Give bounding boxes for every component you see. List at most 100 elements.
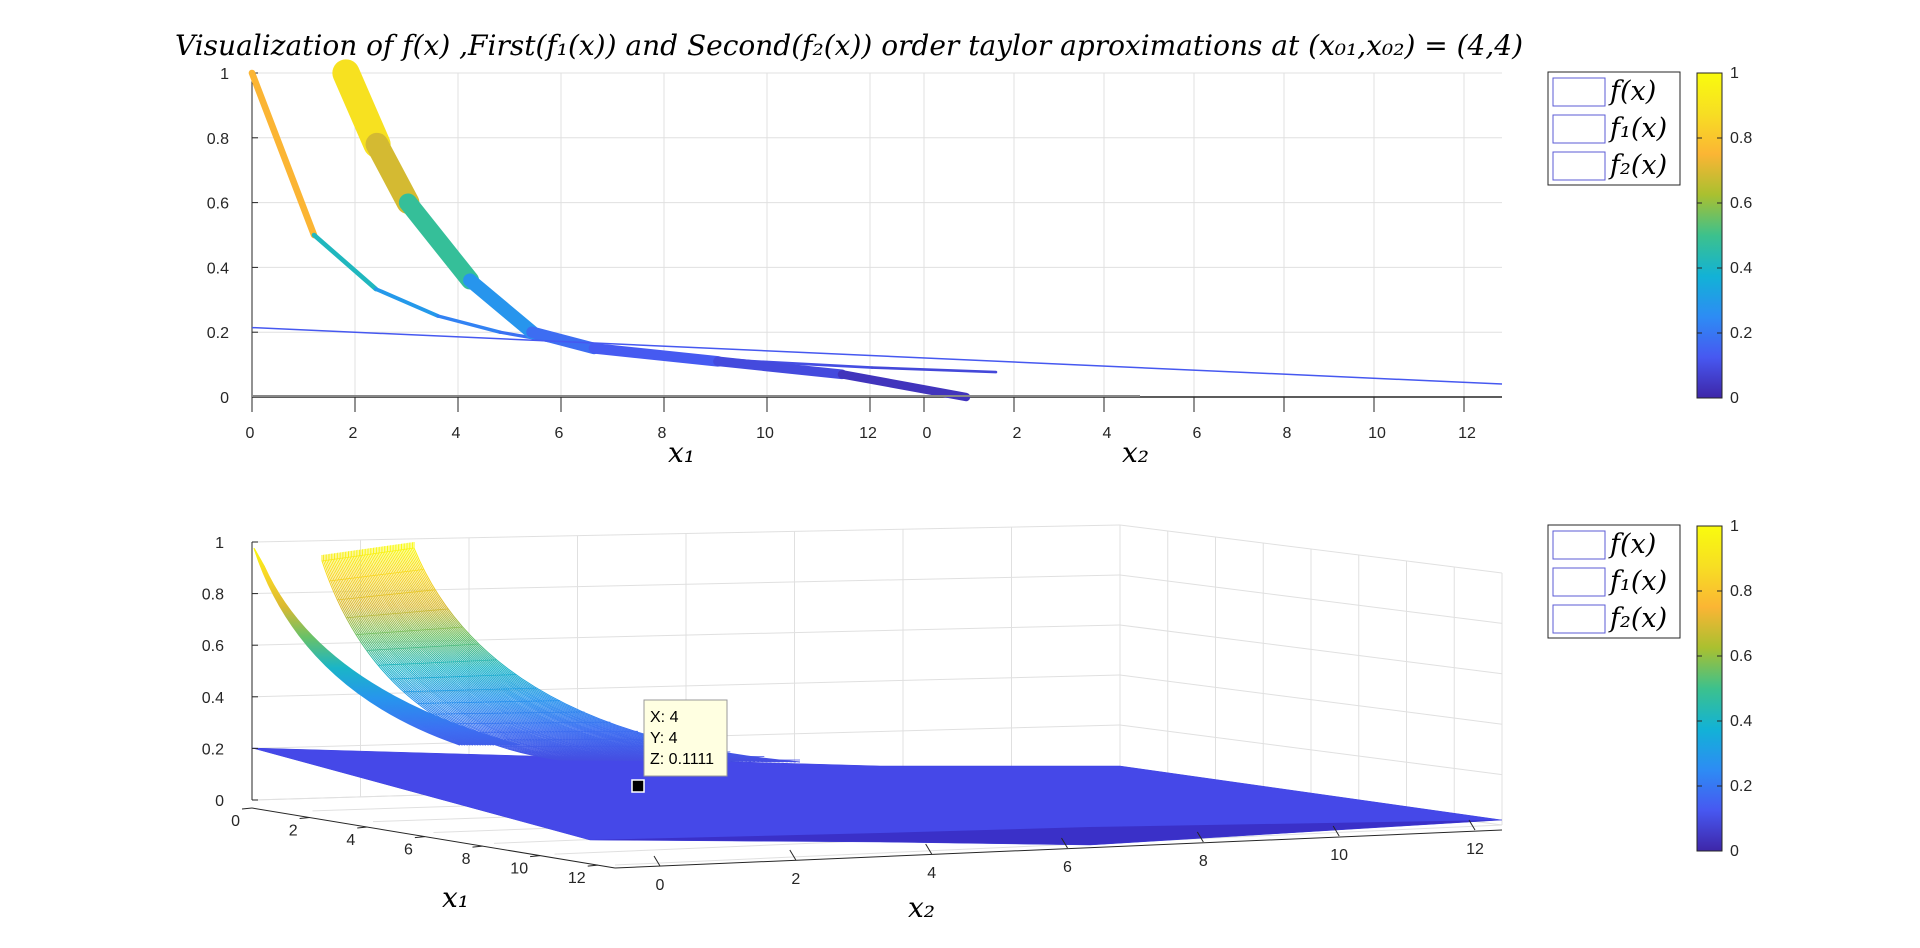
bottom-z-tick-label: 0.2	[202, 741, 224, 758]
bottom-x2-tick-mark	[1061, 837, 1068, 849]
bottom-x2-tick-label: 6	[1063, 859, 1072, 876]
top-z-ticks: 0 0.2 0.4 0.6 0.8 1	[207, 66, 258, 407]
surface-f2-crossline	[448, 721, 611, 725]
bottom-rightwall-hgrid	[1119, 624, 1503, 675]
bottom-x2-tick-label: 4	[927, 865, 936, 882]
datatip[interactable]: X: 4 Y: 4 Z: 0.1111	[631, 699, 728, 793]
surface-f2-line	[363, 549, 670, 762]
top-x2-tick-label: 8	[1283, 425, 1292, 442]
bottom-x1-tick-label: 6	[404, 842, 413, 859]
top-z-tick-label: 1	[220, 66, 229, 83]
bottom-x1-ticks: 0 2 4 6 8 10 12	[231, 807, 598, 887]
surface-f2-line	[321, 555, 561, 761]
top-z-tick-label: 0	[220, 390, 229, 407]
top-legend-swatch-f2	[1552, 151, 1606, 181]
top-z-tick-label: 0.8	[207, 131, 229, 148]
bottom-x2-tick-label: 0	[656, 877, 665, 894]
surface-f2-line	[327, 554, 577, 761]
surface-f2-line	[368, 548, 683, 762]
surface-f2-crossline	[481, 738, 668, 741]
surface-f2-line	[362, 549, 666, 762]
datatip-marker[interactable]	[631, 779, 645, 793]
surface-f2-crossline	[346, 608, 449, 619]
top-x2-tick-label: 12	[1458, 425, 1476, 442]
surface-f2-line	[379, 546, 711, 762]
surface-f2-line	[349, 551, 634, 762]
series-f-segment	[311, 232, 379, 292]
top-x1-label: x₁	[668, 436, 695, 469]
surface-f2-line	[371, 547, 691, 762]
bottom-x2-tick-label: 2	[791, 871, 800, 888]
surface-f2-crossline	[464, 730, 638, 733]
top-x2-tick-label: 0	[923, 425, 932, 442]
surface-f2-crossline	[417, 700, 561, 704]
bottom-rightwall-hgrid	[1119, 724, 1503, 776]
surface-f2-line	[332, 553, 589, 761]
bottom-x2-label: x₂	[908, 891, 935, 924]
surface-f2-line	[357, 549, 654, 762]
figure-title: Visualization of f(x) ,First(f₁(x)) and …	[175, 29, 1523, 62]
bottom-legend-label-f2: f₂(x)	[1608, 603, 1667, 634]
top-colorbar-bar	[1696, 72, 1723, 399]
series-f-segment	[248, 69, 318, 239]
series-f2-segment	[713, 356, 847, 380]
top-x1-tick-label: 12	[859, 425, 877, 442]
bottom-floor-grid	[614, 824, 1503, 866]
surface-f2-crossline	[403, 687, 538, 693]
surface-f2-line	[374, 547, 699, 762]
bottom-x1-tick-mark	[472, 845, 483, 848]
bottom-x1-axis	[251, 807, 616, 869]
top-legend-label-f2: f₂(x)	[1608, 150, 1667, 181]
bottom-x1-tick-mark	[299, 817, 310, 820]
bottom-x1-tick-mark	[530, 855, 541, 858]
bottom-z-tick-label: 0.4	[202, 690, 224, 707]
top-x1-ticks: 0 2 4 6 8 10 12	[246, 397, 877, 442]
top-series	[248, 59, 1503, 402]
bottom-x2-tick-mark	[1196, 831, 1204, 843]
surface-f2-line	[351, 550, 638, 762]
bottom-cb-tick-label: 0.6	[1730, 648, 1752, 665]
bottom-legend-label-f1: f₁(x)	[1608, 566, 1667, 597]
bottom-z-tick-label: 0	[215, 793, 224, 810]
top-x1-tick-label: 2	[349, 425, 358, 442]
bottom-x1-tick-mark	[357, 826, 368, 829]
surface-f2-line	[354, 550, 646, 762]
surface-f2-crossline	[355, 626, 463, 635]
surface-f2-crossline	[378, 659, 497, 666]
top-x1-tick-label: 10	[756, 425, 774, 442]
bottom-colorbar-bar	[1696, 525, 1723, 852]
bottom-x1-tick-mark	[241, 807, 253, 810]
surface-f2-crossline	[390, 674, 517, 680]
bottom-x1-tick-label: 2	[289, 823, 298, 840]
surface-f1-plane-shade	[590, 820, 1502, 845]
bottom-legend[interactable]: f(x) f₁(x) f₂(x)	[1547, 524, 1681, 639]
top-x1-tick-label: 0	[246, 425, 255, 442]
bottom-backwall-hgrid	[251, 524, 1121, 543]
top-colorbar-ticks: 0 0.2 0.4 0.6 0.8 1	[1697, 65, 1752, 407]
bottom-cb-tick-label: 0.8	[1730, 583, 1752, 600]
series-f2-segment	[837, 370, 971, 402]
bottom-legend-swatch-f1	[1552, 567, 1606, 597]
top-cb-tick-label: 0.6	[1730, 195, 1752, 212]
bottom-z-tick-label: 0.6	[202, 638, 224, 655]
surface-f2-line	[369, 548, 687, 762]
top-x2-ticks: 0 2 4 6 8 10 12	[923, 397, 1476, 442]
top-x1-tick-label: 6	[555, 425, 564, 442]
top-legend-swatch-f1	[1552, 114, 1606, 144]
top-cb-tick-label: 0	[1730, 390, 1739, 407]
surface-f2-line	[343, 551, 618, 761]
top-legend-label-f: f(x)	[1608, 76, 1656, 107]
top-legend[interactable]: f(x) f₁(x) f₂(x)	[1547, 71, 1681, 186]
surface-f2-crossline	[329, 569, 424, 582]
bottom-surfaces	[251, 542, 1503, 846]
top-plot[interactable]: 00.20.40.60.81 0 2 4 6 8 10 12 0 2 4 6 8 10 12 x₁ x₂…	[207, 59, 1753, 469]
bottom-x2-ticks: 0 2 4 6 8 10 12	[653, 819, 1484, 894]
bottom-x1-tick-mark	[587, 864, 598, 867]
bottom-rightwall-hgrid	[1119, 574, 1503, 624]
bottom-x2-tick-mark	[789, 849, 797, 861]
surface-f2-line	[360, 549, 662, 762]
surface-f2-line	[344, 551, 622, 762]
top-x2-tick-label: 10	[1368, 425, 1386, 442]
